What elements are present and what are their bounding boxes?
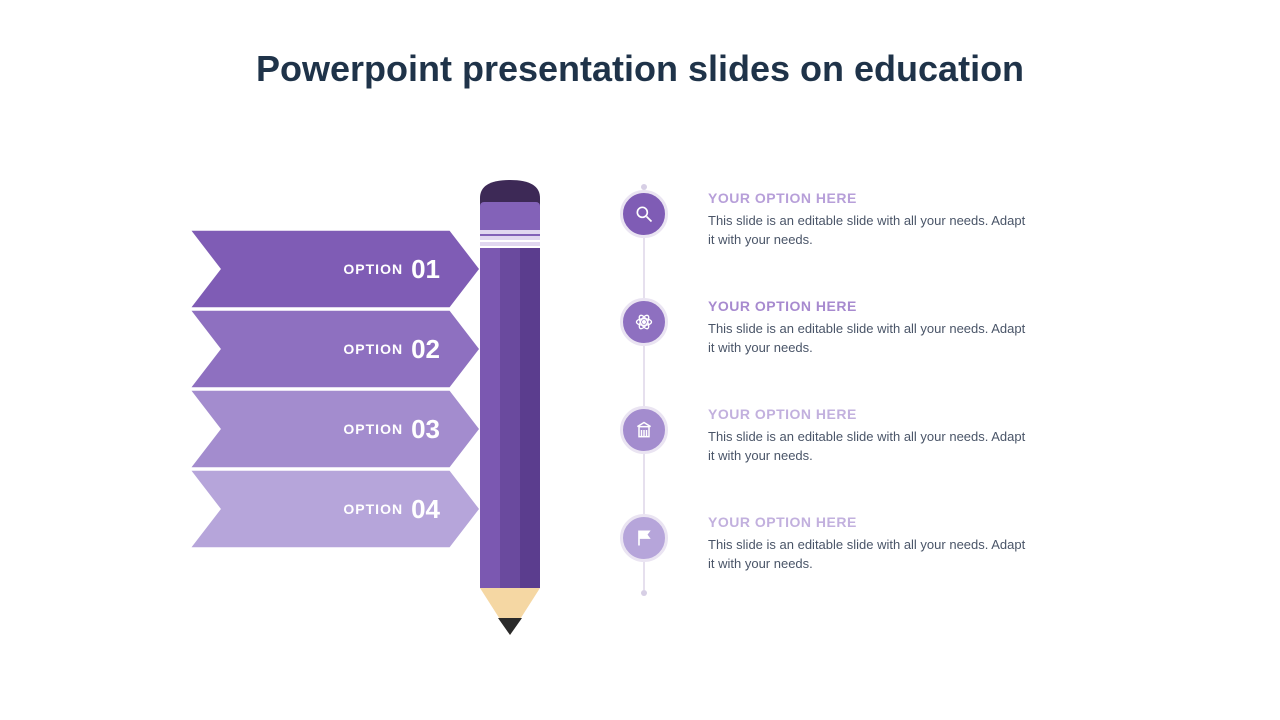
option-item-2: YOUR OPTION HERE This slide is an editab… bbox=[620, 298, 1100, 356]
pencil-icon bbox=[470, 180, 550, 650]
flag-icon bbox=[620, 514, 668, 562]
arrow-word-4: OPTION bbox=[343, 501, 403, 517]
slide: Powerpoint presentation slides on educat… bbox=[0, 0, 1280, 720]
arrow-label-2: OPTION 02 bbox=[343, 310, 440, 388]
option-text-2: YOUR OPTION HERE This slide is an editab… bbox=[708, 298, 1028, 358]
pencil-infographic: OPTION 01 OPTION 02 OPTION 0 bbox=[190, 180, 580, 620]
option-desc-4: This slide is an editable slide with all… bbox=[708, 536, 1028, 574]
atom-icon bbox=[620, 298, 668, 346]
arrow-steps: OPTION 01 OPTION 02 OPTION 0 bbox=[190, 230, 480, 550]
arrow-step-3: OPTION 03 bbox=[190, 390, 480, 468]
option-item-1: YOUR OPTION HERE This slide is an editab… bbox=[620, 190, 1100, 248]
option-desc-2: This slide is an editable slide with all… bbox=[708, 320, 1028, 358]
page-title: Powerpoint presentation slides on educat… bbox=[0, 48, 1280, 90]
arrow-word-3: OPTION bbox=[343, 421, 403, 437]
option-heading-4: YOUR OPTION HERE bbox=[708, 514, 1028, 530]
option-desc-1: This slide is an editable slide with all… bbox=[708, 212, 1028, 250]
arrow-word-2: OPTION bbox=[343, 341, 403, 357]
search-icon bbox=[620, 190, 668, 238]
arrow-step-2: OPTION 02 bbox=[190, 310, 480, 388]
option-list: YOUR OPTION HERE This slide is an editab… bbox=[620, 190, 1100, 622]
arrow-num-2: 02 bbox=[411, 334, 440, 365]
timeline-dot-bottom bbox=[641, 590, 647, 596]
option-text-3: YOUR OPTION HERE This slide is an editab… bbox=[708, 406, 1028, 466]
arrow-num-4: 04 bbox=[411, 494, 440, 525]
option-heading-2: YOUR OPTION HERE bbox=[708, 298, 1028, 314]
arrow-step-1: OPTION 01 bbox=[190, 230, 480, 308]
option-text-1: YOUR OPTION HERE This slide is an editab… bbox=[708, 190, 1028, 250]
arrow-num-3: 03 bbox=[411, 414, 440, 445]
arrow-label-3: OPTION 03 bbox=[343, 390, 440, 468]
option-desc-3: This slide is an editable slide with all… bbox=[708, 428, 1028, 466]
option-heading-1: YOUR OPTION HERE bbox=[708, 190, 1028, 206]
option-text-4: YOUR OPTION HERE This slide is an editab… bbox=[708, 514, 1028, 574]
option-item-4: YOUR OPTION HERE This slide is an editab… bbox=[620, 514, 1100, 572]
arrow-step-4: OPTION 04 bbox=[190, 470, 480, 548]
arrow-word-1: OPTION bbox=[343, 261, 403, 277]
option-heading-3: YOUR OPTION HERE bbox=[708, 406, 1028, 422]
option-item-3: YOUR OPTION HERE This slide is an editab… bbox=[620, 406, 1100, 464]
arrow-label-1: OPTION 01 bbox=[343, 230, 440, 308]
building-icon bbox=[620, 406, 668, 454]
arrow-label-4: OPTION 04 bbox=[343, 470, 440, 548]
arrow-num-1: 01 bbox=[411, 254, 440, 285]
